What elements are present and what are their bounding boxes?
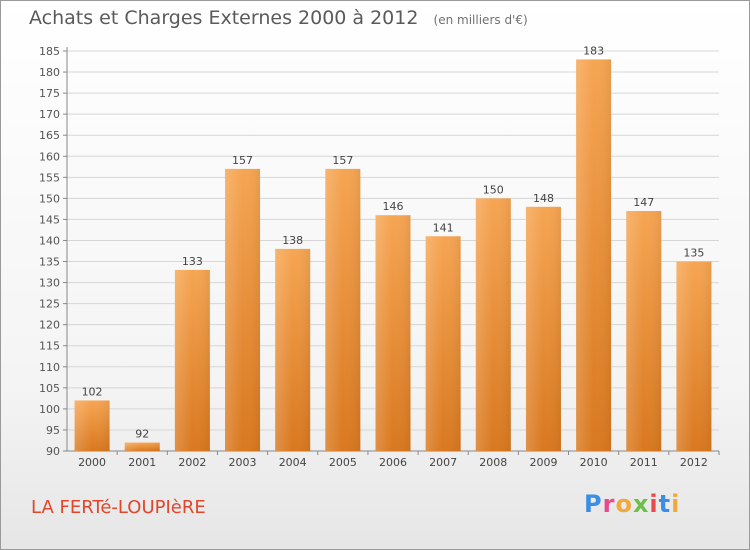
bar-shine <box>375 215 411 451</box>
bar-shine <box>275 248 311 451</box>
y-tick-label: 160 <box>39 150 60 163</box>
y-tick-label: 100 <box>39 403 60 416</box>
data-label: 102 <box>82 385 103 398</box>
data-label: 150 <box>483 183 504 196</box>
data-labels: 102 92 133 157 138 157 146 141 150 148 183 147 135 <box>82 44 705 440</box>
data-label: 146 <box>383 200 404 213</box>
x-tick-label: 2005 <box>329 456 357 469</box>
y-tick-label: 90 <box>46 445 60 458</box>
bars <box>74 59 712 452</box>
x-tick-label: 2003 <box>229 456 257 469</box>
chart-title: Achats et Charges Externes 2000 à 2012 <box>29 7 419 29</box>
bar-shine <box>525 206 561 451</box>
chart-subtitle: (en milliers d'€) <box>433 13 528 27</box>
bar-shine <box>74 400 110 451</box>
x-tick-label: 2001 <box>128 456 156 469</box>
x-tick-label: 2006 <box>379 456 407 469</box>
brand-letter: r <box>602 490 616 518</box>
x-tick-label: 2002 <box>178 456 206 469</box>
bar-shine <box>325 168 361 452</box>
data-label: 157 <box>332 154 353 167</box>
y-tick-label: 185 <box>39 45 60 58</box>
brand-letter: o <box>615 490 633 518</box>
bar-shine <box>124 442 160 451</box>
brand-letter: i <box>649 490 659 518</box>
y-tick-label: 95 <box>46 424 60 437</box>
y-tick-label: 155 <box>39 171 60 184</box>
data-label: 148 <box>533 192 554 205</box>
x-tick-label: 2010 <box>580 456 608 469</box>
y-tick-label: 125 <box>39 298 60 311</box>
y-tick-label: 140 <box>39 234 60 247</box>
data-label: 135 <box>683 247 704 260</box>
title-row: Achats et Charges Externes 2000 à 2012 (… <box>29 7 528 29</box>
brand-letter: P <box>584 490 603 518</box>
y-tick-label: 120 <box>39 319 60 332</box>
brand-letter: i <box>671 490 681 518</box>
brand-letter: x <box>632 490 650 518</box>
data-label: 133 <box>182 255 203 268</box>
bar-shine <box>676 261 712 451</box>
x-tick-label: 2012 <box>680 456 708 469</box>
x-tick-label: 2009 <box>529 456 557 469</box>
data-label: 92 <box>135 428 149 441</box>
bar-shine <box>475 198 511 451</box>
x-tick-label: 2008 <box>479 456 507 469</box>
bar-shine <box>225 168 261 452</box>
y-tick-label: 110 <box>39 361 60 374</box>
bar-shine <box>576 59 612 451</box>
commune-name: LA FERTé-LOUPIèRE <box>31 497 206 518</box>
axes: 90 95 100 105 110 115 120 125 130 135 140 145 150 155… <box>39 45 720 469</box>
x-tick-label: 2007 <box>429 456 457 469</box>
y-tick-label: 165 <box>39 129 60 142</box>
x-tick-label: 2011 <box>630 456 658 469</box>
y-tick-label: 130 <box>39 277 60 290</box>
proxiti-logo: Proxiti <box>584 490 680 518</box>
bar-shine <box>174 269 210 451</box>
data-label: 147 <box>633 196 654 209</box>
y-tick-label: 105 <box>39 382 60 395</box>
data-label: 183 <box>583 44 604 57</box>
bar-shine <box>425 236 461 451</box>
y-tick-label: 180 <box>39 66 60 79</box>
y-tick-label: 135 <box>39 256 60 269</box>
y-tick-label: 145 <box>39 213 60 226</box>
brand-letter: t <box>658 490 672 518</box>
data-label: 138 <box>282 234 303 247</box>
bar-shine <box>626 211 662 451</box>
y-tick-label: 115 <box>39 340 60 353</box>
x-tick-label: 2000 <box>78 456 106 469</box>
data-label: 157 <box>232 154 253 167</box>
y-tick-label: 175 <box>39 87 60 100</box>
y-tick-label: 170 <box>39 108 60 121</box>
data-label: 141 <box>433 221 454 234</box>
x-tick-label: 2004 <box>279 456 307 469</box>
y-tick-label: 150 <box>39 192 60 205</box>
